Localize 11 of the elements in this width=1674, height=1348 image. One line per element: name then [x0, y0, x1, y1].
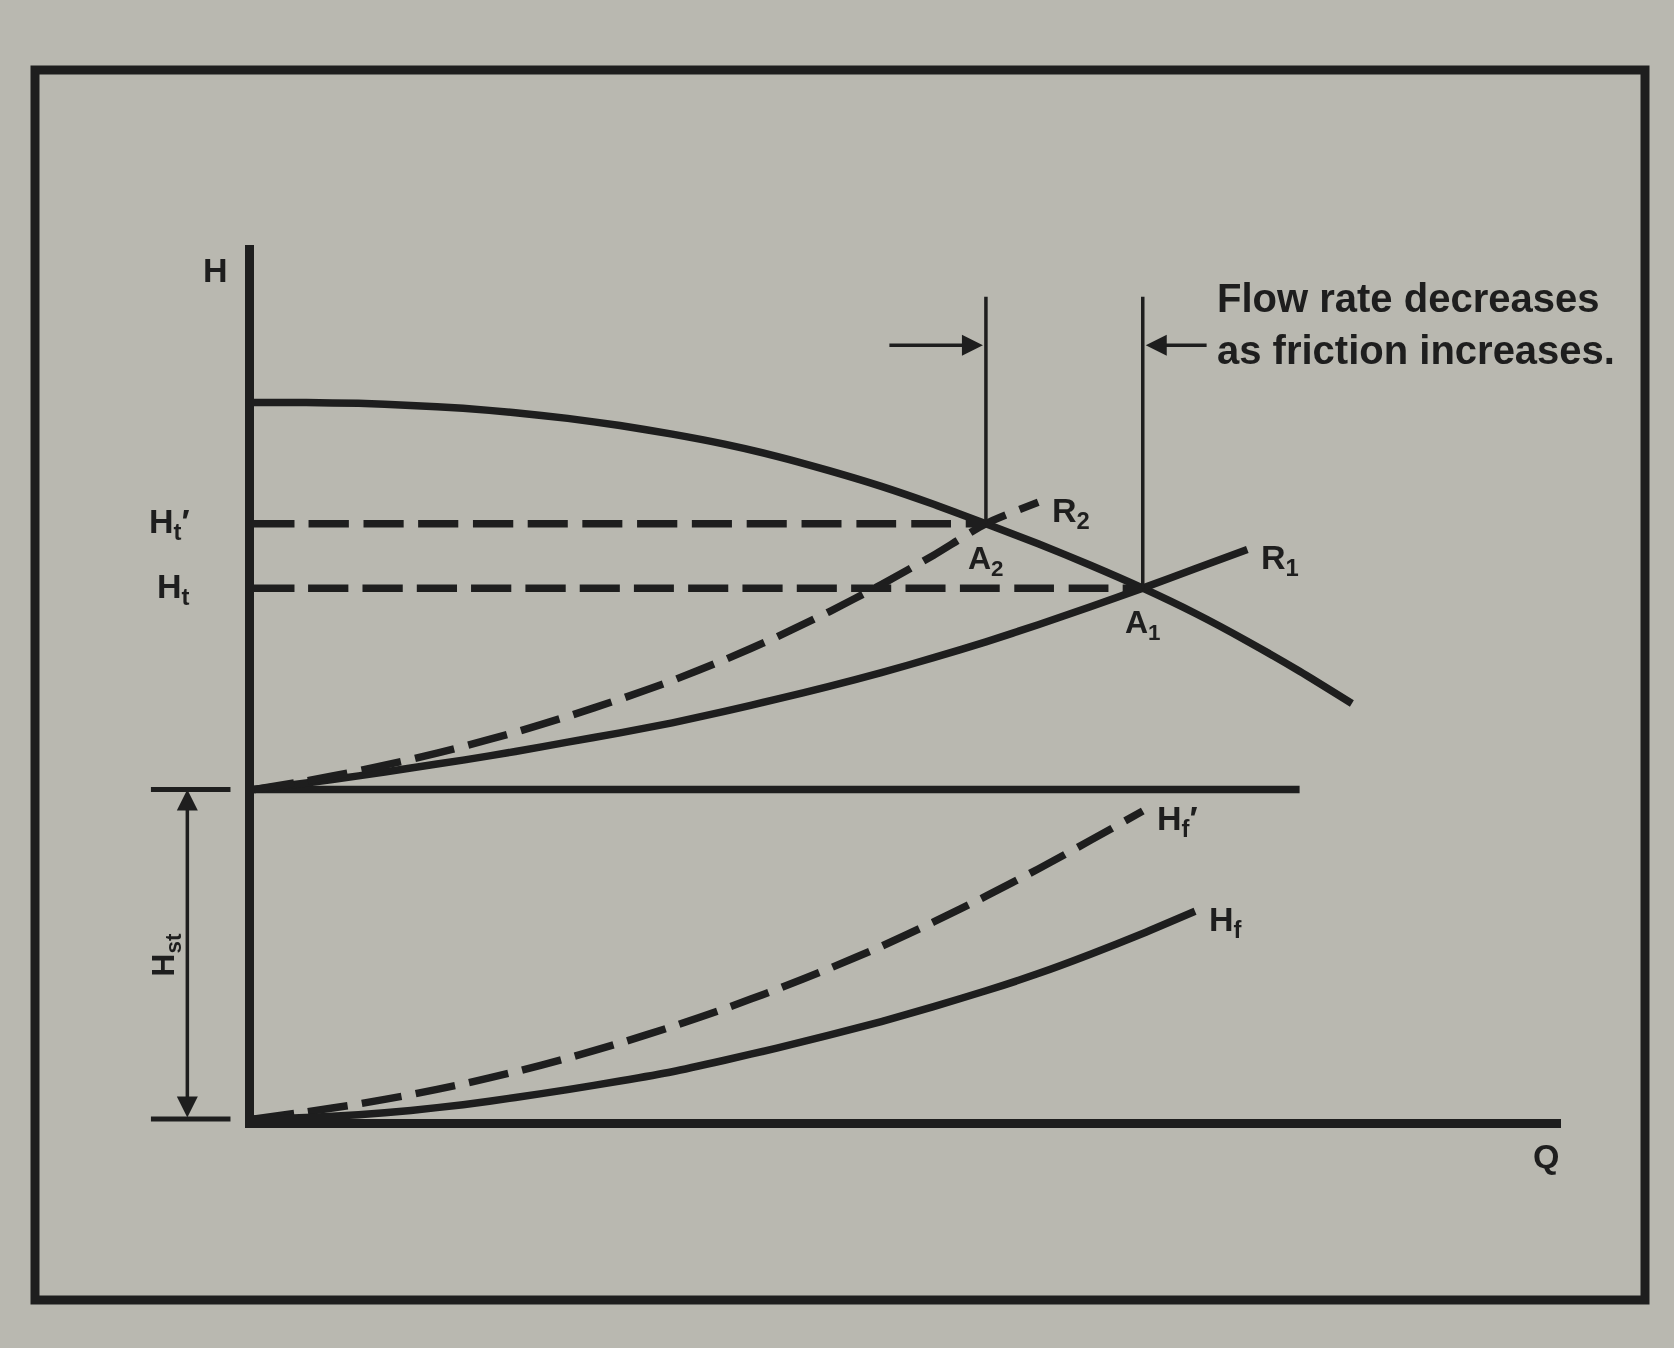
annotation: A$_{1}$: [1125, 604, 1161, 645]
series-label: H$_{f}$′: [1157, 799, 1198, 843]
x-axis-title: Q: [1533, 1137, 1560, 1175]
series-label: H$_{t}$′: [149, 502, 190, 546]
series-label: R$_{2}$: [1052, 491, 1090, 535]
text: Flow rate decreases as friction increases.: [1217, 276, 1615, 372]
series-label: H$_{f}$: [1209, 900, 1242, 944]
annotation: A$_{2}$: [968, 540, 1004, 581]
series-label: R$_{1}$: [1261, 538, 1299, 582]
y-axis-title: H: [203, 251, 228, 289]
series-label: H$_{t}$: [157, 567, 190, 611]
